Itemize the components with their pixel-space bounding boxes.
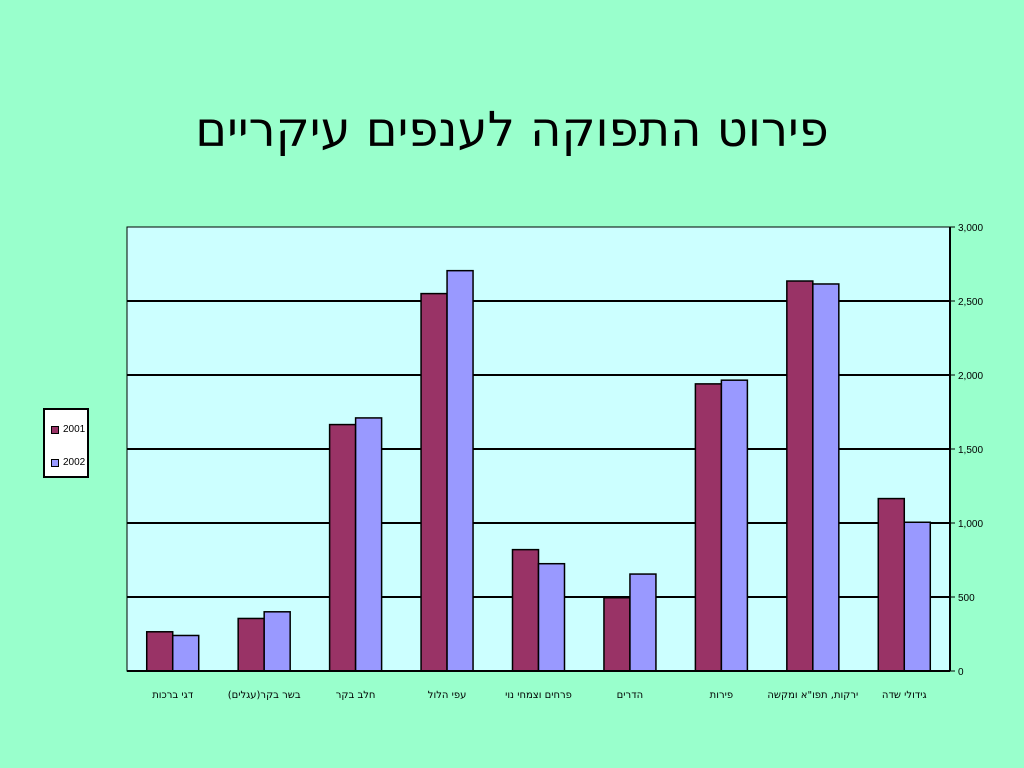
bar-2002-8 bbox=[903, 521, 932, 672]
y-tick-label: 2,500 bbox=[958, 297, 983, 308]
bar-2002-7 bbox=[812, 283, 840, 672]
x-tick-label: ירקות, תפו"א ומקשה bbox=[767, 690, 858, 701]
bar-2002-2 bbox=[354, 417, 383, 672]
x-tick-labels: דגי ברכות בשר בקר(עגלים) חלב בקר עפי הלול פר… bbox=[152, 690, 926, 701]
x-tick-label: פרחים וצמחי נוי bbox=[505, 690, 572, 701]
x-tick-label: גידולי שדה bbox=[882, 690, 927, 701]
y-tick-label: 2,000 bbox=[958, 371, 983, 382]
bar-2001-1 bbox=[237, 617, 265, 672]
bar-2002-1 bbox=[263, 611, 291, 672]
y-tick-label: 1,000 bbox=[958, 519, 983, 530]
bar-2001-4 bbox=[511, 548, 540, 672]
x-tick-label: פירות bbox=[710, 690, 733, 701]
y-tick-label: 3,000 bbox=[958, 223, 983, 234]
legend-swatch-2002 bbox=[51, 458, 59, 467]
bar-2001-5 bbox=[603, 596, 631, 672]
bar-2001-6 bbox=[694, 383, 723, 672]
legend-entry-2001: 2001 bbox=[51, 424, 85, 435]
bar-2001-7 bbox=[786, 280, 814, 672]
x-tick-label: חלב בקר bbox=[336, 690, 376, 701]
y-tick-label: 500 bbox=[958, 593, 975, 604]
legend-label-2002: 2002 bbox=[63, 457, 86, 468]
legend: 2001 2002 bbox=[43, 408, 89, 478]
bar-2002-3 bbox=[446, 269, 474, 672]
bar-2001-3 bbox=[420, 292, 448, 672]
bar-2002-6 bbox=[720, 379, 749, 672]
bar-2001-0 bbox=[145, 631, 174, 672]
slide-title: פירוט התפוקה לענפים עיקריים bbox=[195, 102, 829, 158]
y-tick-labels: 0 500 1,000 1,500 2,000 2,500 3,000 bbox=[950, 223, 983, 678]
bar-2002-4 bbox=[537, 562, 566, 672]
x-tick-label: בשר בקר(עגלים) bbox=[228, 690, 301, 701]
legend-label-2001: 2001 bbox=[63, 424, 86, 435]
bar-2002-5 bbox=[629, 573, 657, 672]
x-tick-label: עפי הלול bbox=[428, 690, 467, 701]
legend-entry-2002: 2002 bbox=[51, 457, 85, 468]
bars bbox=[145, 269, 932, 672]
bar-2002-0 bbox=[171, 634, 200, 672]
bar-2001-8 bbox=[877, 497, 906, 672]
y-tick-label: 1,500 bbox=[958, 445, 983, 456]
x-tick-label: הדרים bbox=[617, 690, 644, 701]
bar-2001-2 bbox=[328, 423, 357, 672]
y-tick-label: 0 bbox=[958, 667, 964, 678]
x-tick-label: דגי ברכות bbox=[152, 690, 194, 701]
legend-swatch-2001 bbox=[51, 425, 59, 434]
